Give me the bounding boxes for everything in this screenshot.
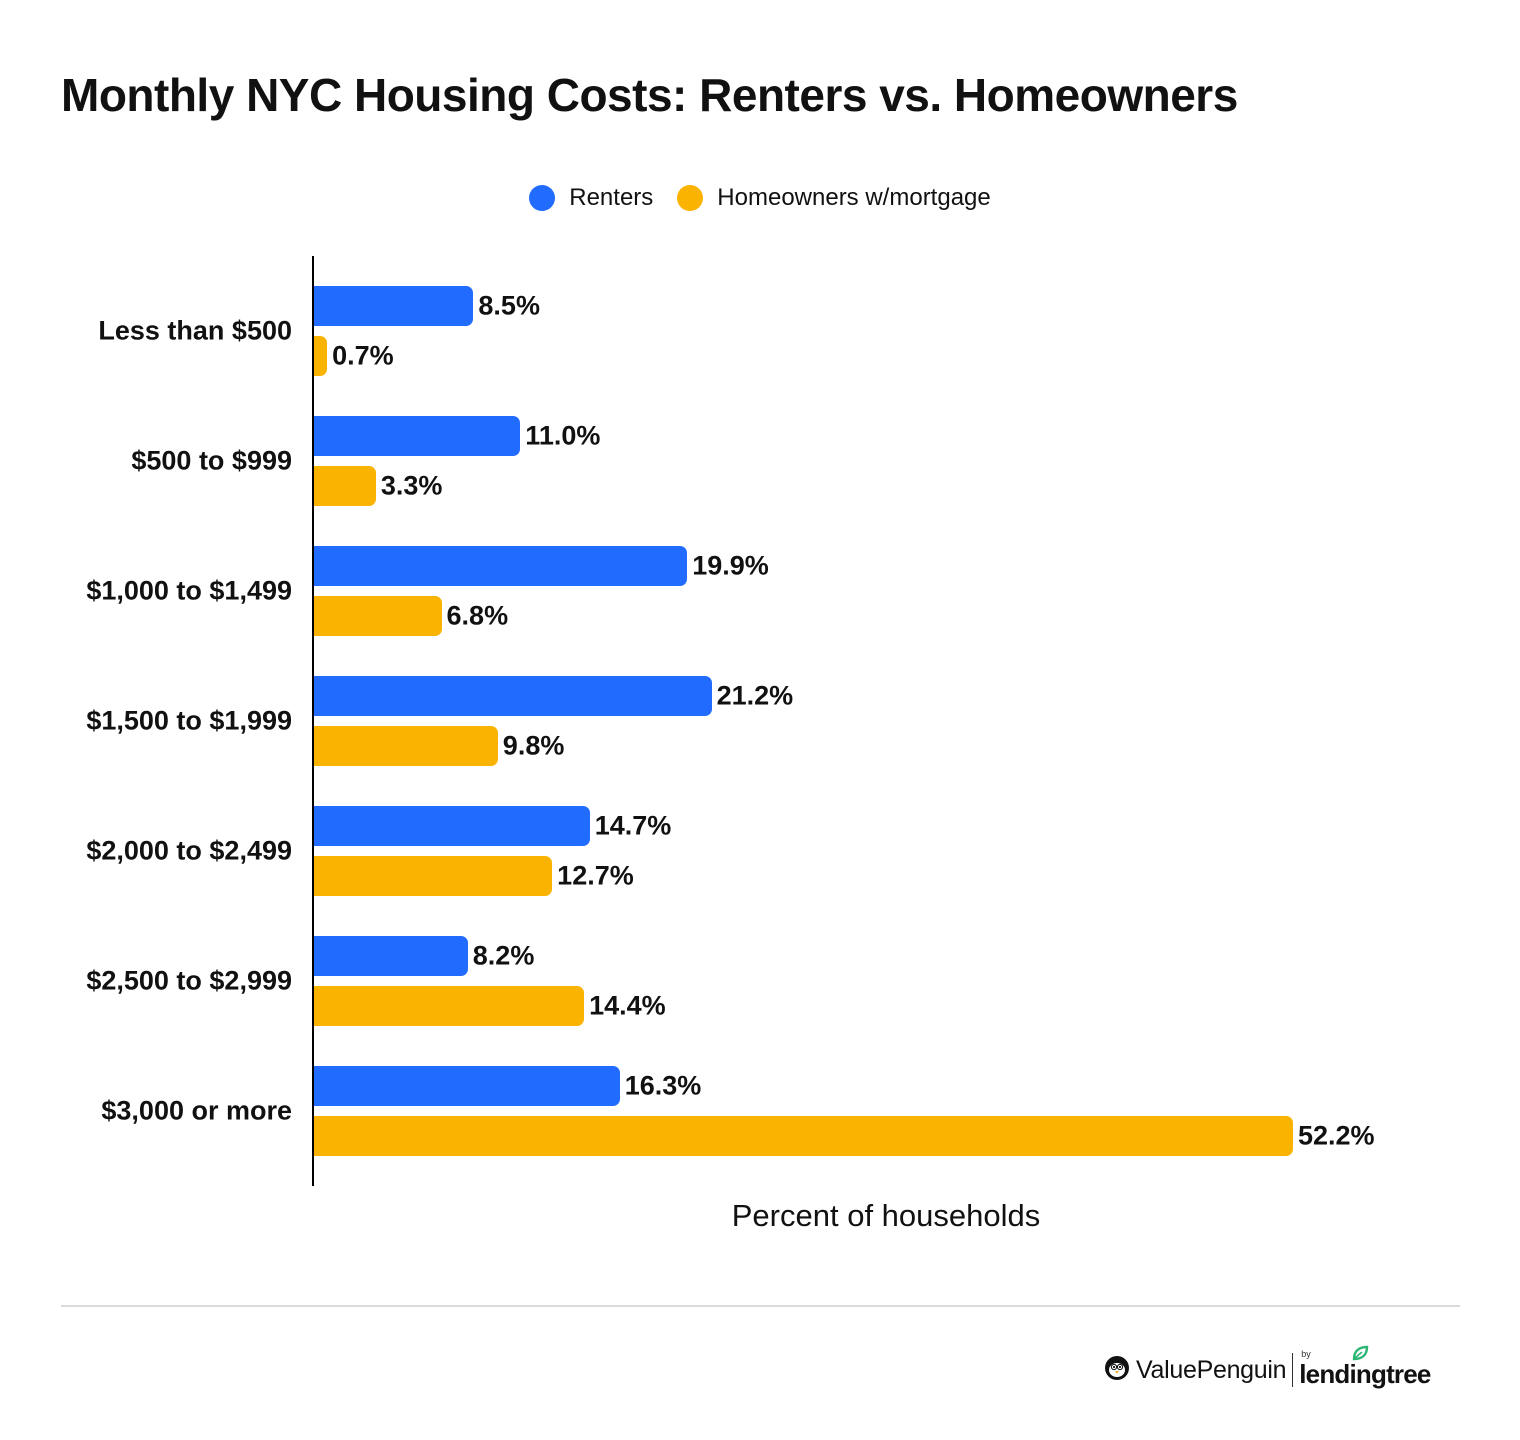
homeowners-swatch-icon (677, 185, 704, 211)
data-label-renters: 8.5% (478, 290, 540, 321)
data-label-renters: 16.3% (624, 1070, 702, 1101)
data-label-homeowners: 12.7% (557, 860, 634, 891)
footer-logo: ValuePenguin by lendingtree (1104, 1345, 1431, 1390)
data-label-homeowners: 3.3% (380, 470, 443, 501)
category-label: Less than $500 (98, 315, 292, 346)
bar-homeowners (314, 856, 553, 896)
legend-label-homeowners: Homeowners w/mortgage (717, 184, 991, 211)
category-label: $2,500 to $2,999 (86, 965, 292, 996)
bar-homeowners (314, 596, 442, 636)
data-label-homeowners: 0.7% (332, 340, 394, 371)
bar-renters (314, 936, 468, 976)
footer-divider (61, 1305, 1460, 1307)
leaf-icon (1351, 1345, 1369, 1366)
x-axis-label: Percent of households (731, 1198, 1041, 1233)
legend-item-renters: Renters (529, 184, 653, 212)
legend: Renters Homeowners w/mortgage (0, 184, 1520, 212)
data-label-homeowners: 6.8% (446, 600, 509, 631)
category-label: $1,500 to $1,999 (86, 705, 292, 736)
bar-renters (314, 1066, 620, 1106)
lendingtree-wordmark: by lendingtree (1299, 1345, 1431, 1390)
legend-item-homeowners: Homeowners w/mortgage (677, 184, 991, 212)
valuepenguin-wordmark: ValuePenguin (1136, 1355, 1287, 1384)
legend-label-renters: Renters (569, 184, 654, 211)
data-label-renters: 8.2% (472, 940, 535, 971)
bar-homeowners (314, 986, 585, 1026)
category-label: $1,000 to $1,499 (86, 575, 292, 606)
data-label-renters: 19.9% (692, 550, 769, 581)
chart-title: Monthly NYC Housing Costs: Renters vs. H… (61, 69, 1238, 121)
category-label: $2,000 to $2,499 (86, 835, 292, 866)
bar-renters (314, 286, 474, 326)
penguin-icon (1104, 1355, 1130, 1386)
data-label-renters: 11.0% (525, 420, 601, 451)
bar-renters (314, 546, 688, 586)
bar-homeowners (314, 336, 328, 376)
logo-separator (1292, 1353, 1294, 1387)
bar-renters (314, 676, 712, 716)
plot-area: Less than $500 8.5% 0.7% $500 to $999 11.0% 3… (86, 256, 1375, 1186)
bar-homeowners (314, 1116, 1293, 1156)
data-label-homeowners: 14.4% (589, 990, 666, 1021)
bar-renters (314, 806, 590, 846)
bar-homeowners (314, 726, 498, 766)
category-label: $3,000 or more (101, 1095, 292, 1126)
data-label-renters: 14.7% (594, 810, 672, 841)
renters-swatch-icon (529, 185, 556, 211)
bar-homeowners (314, 466, 376, 506)
data-label-homeowners: 9.8% (502, 730, 565, 761)
bar-renters (314, 416, 521, 456)
y-axis-line (312, 256, 314, 1186)
data-label-homeowners: 52.2% (1298, 1120, 1375, 1151)
by-text: by (1301, 1348, 1311, 1359)
category-label: $500 to $999 (131, 445, 292, 476)
data-label-renters: 21.2% (716, 680, 794, 711)
